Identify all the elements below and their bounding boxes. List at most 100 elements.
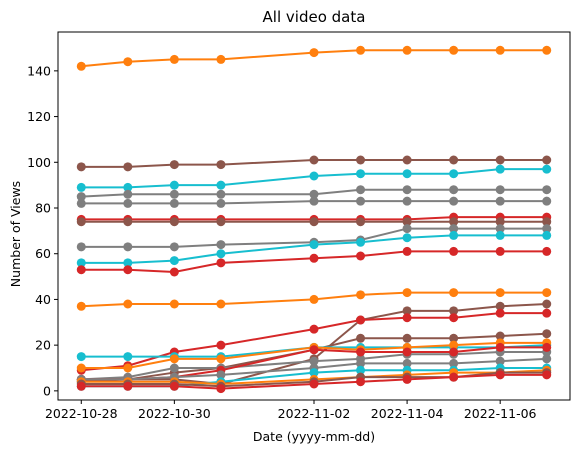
data-point — [310, 156, 319, 165]
data-point — [123, 199, 132, 208]
y-tick-label: 0 — [43, 383, 51, 398]
data-point — [310, 48, 319, 57]
data-point — [542, 46, 551, 55]
data-point — [403, 288, 412, 297]
data-point — [123, 364, 132, 373]
data-point — [496, 165, 505, 174]
data-point — [356, 290, 365, 299]
y-tick-label: 40 — [35, 292, 51, 307]
data-point — [542, 343, 551, 352]
data-point — [449, 169, 458, 178]
data-point — [496, 247, 505, 256]
data-point — [542, 354, 551, 363]
data-point — [403, 156, 412, 165]
data-point — [170, 300, 179, 309]
data-point — [496, 197, 505, 206]
data-point — [123, 300, 132, 309]
data-point — [403, 247, 412, 256]
data-point — [496, 156, 505, 165]
data-point — [170, 160, 179, 169]
x-tick-label: 2022-11-02 — [278, 406, 351, 421]
data-point — [216, 181, 225, 190]
data-point — [77, 183, 86, 192]
data-point — [77, 302, 86, 311]
data-point — [310, 254, 319, 263]
data-point — [403, 375, 412, 384]
data-point — [403, 348, 412, 357]
data-point — [170, 217, 179, 226]
data-point — [170, 382, 179, 391]
data-point — [356, 197, 365, 206]
data-point — [310, 172, 319, 181]
data-point — [542, 197, 551, 206]
data-point — [449, 46, 458, 55]
data-point — [216, 384, 225, 393]
data-point — [310, 197, 319, 206]
data-point — [542, 185, 551, 194]
data-point — [356, 185, 365, 194]
data-point — [77, 162, 86, 171]
data-point — [216, 300, 225, 309]
data-point — [216, 160, 225, 169]
x-tick-label: 2022-11-04 — [371, 406, 444, 421]
data-point — [216, 190, 225, 199]
data-point — [356, 377, 365, 386]
data-point — [449, 197, 458, 206]
data-point — [542, 231, 551, 240]
data-point — [542, 165, 551, 174]
data-point — [449, 185, 458, 194]
data-point — [403, 313, 412, 322]
data-point — [170, 181, 179, 190]
data-point — [356, 316, 365, 325]
data-point — [356, 217, 365, 226]
data-point — [310, 217, 319, 226]
data-point — [216, 55, 225, 64]
data-point — [77, 199, 86, 208]
data-point — [449, 348, 458, 357]
data-point — [356, 348, 365, 357]
y-tick-label: 20 — [35, 338, 51, 353]
data-point — [170, 364, 179, 373]
data-point — [449, 313, 458, 322]
data-point — [449, 156, 458, 165]
data-point — [403, 224, 412, 233]
data-point — [542, 247, 551, 256]
data-point — [123, 242, 132, 251]
data-point — [496, 309, 505, 318]
data-point — [216, 240, 225, 249]
x-tick-label: 2022-11-06 — [464, 406, 537, 421]
data-point — [496, 343, 505, 352]
data-point — [77, 62, 86, 71]
data-point — [216, 258, 225, 267]
data-point — [77, 382, 86, 391]
data-point — [310, 240, 319, 249]
x-axis-title: Date (yyyy-mm-dd) — [253, 429, 375, 444]
data-point — [216, 199, 225, 208]
data-point — [542, 156, 551, 165]
data-point — [403, 233, 412, 242]
data-point — [403, 169, 412, 178]
y-tick-label: 140 — [27, 63, 51, 78]
data-point — [77, 217, 86, 226]
data-point — [496, 288, 505, 297]
data-point — [542, 370, 551, 379]
data-point — [77, 352, 86, 361]
data-point — [496, 185, 505, 194]
data-point — [216, 354, 225, 363]
chart-title: All video data — [263, 8, 366, 26]
data-point — [542, 288, 551, 297]
data-point — [449, 231, 458, 240]
data-point — [123, 382, 132, 391]
y-axis-title: Number of Views — [8, 181, 23, 287]
y-tick-label: 120 — [27, 109, 51, 124]
data-point — [496, 46, 505, 55]
data-point — [170, 268, 179, 277]
x-tick-label: 2022-10-30 — [138, 406, 211, 421]
data-point — [216, 341, 225, 350]
data-point — [403, 334, 412, 343]
data-point — [77, 265, 86, 274]
data-point — [356, 169, 365, 178]
data-point — [310, 345, 319, 354]
data-point — [356, 334, 365, 343]
